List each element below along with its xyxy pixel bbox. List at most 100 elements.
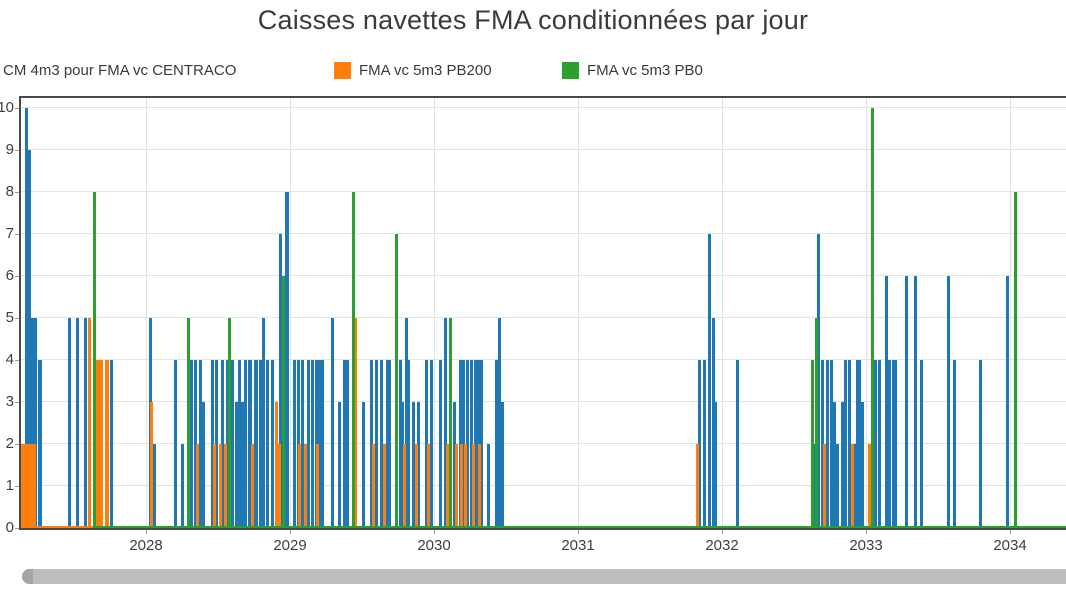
- bar[interactable]: [844, 360, 848, 528]
- bar[interactable]: [345, 360, 349, 528]
- bar[interactable]: [711, 318, 715, 528]
- bar[interactable]: [473, 360, 477, 528]
- bar[interactable]: [247, 360, 252, 528]
- bar[interactable]: [894, 360, 898, 528]
- bar[interactable]: [24, 108, 28, 528]
- bar[interactable]: [476, 360, 480, 528]
- bar[interactable]: [231, 360, 235, 528]
- bar[interactable]: [270, 360, 274, 528]
- bar[interactable]: [88, 318, 92, 528]
- bar[interactable]: [832, 402, 836, 528]
- bar[interactable]: [278, 234, 282, 528]
- bar[interactable]: [186, 318, 190, 528]
- bar[interactable]: [342, 360, 346, 528]
- bar[interactable]: [404, 318, 408, 528]
- bar[interactable]: [427, 444, 431, 528]
- bar[interactable]: [316, 444, 320, 528]
- bar[interactable]: [498, 318, 502, 528]
- bar[interactable]: [494, 360, 498, 528]
- bar[interactable]: [454, 444, 458, 528]
- bar[interactable]: [190, 360, 194, 528]
- bar[interactable]: [430, 360, 434, 528]
- bar[interactable]: [696, 444, 700, 528]
- bar[interactable]: [225, 360, 229, 528]
- bar[interactable]: [398, 360, 402, 528]
- bar[interactable]: [310, 360, 314, 528]
- bar[interactable]: [68, 318, 72, 528]
- bar[interactable]: [1006, 276, 1010, 528]
- bar[interactable]: [400, 402, 404, 528]
- bar[interactable]: [835, 444, 839, 528]
- bar[interactable]: [75, 318, 79, 528]
- bar[interactable]: [887, 360, 891, 528]
- bar[interactable]: [978, 360, 982, 528]
- bar[interactable]: [372, 444, 376, 528]
- bar[interactable]: [446, 444, 450, 528]
- bar[interactable]: [861, 402, 865, 528]
- bar[interactable]: [21, 444, 37, 528]
- bar[interactable]: [218, 444, 222, 528]
- bar[interactable]: [870, 108, 874, 528]
- bar[interactable]: [821, 360, 825, 528]
- bar[interactable]: [213, 444, 217, 528]
- bar[interactable]: [953, 360, 957, 528]
- bar[interactable]: [180, 444, 184, 528]
- bar[interactable]: [407, 360, 411, 528]
- bar[interactable]: [458, 360, 462, 528]
- bar[interactable]: [321, 360, 325, 528]
- bar[interactable]: [810, 360, 814, 528]
- bar[interactable]: [282, 276, 286, 528]
- bar[interactable]: [501, 402, 505, 528]
- bar[interactable]: [296, 360, 300, 528]
- bar[interactable]: [38, 360, 43, 528]
- bar[interactable]: [277, 444, 281, 528]
- legend-item-centraco[interactable]: CM 4m3 pour FMA vc CENTRACO: [3, 60, 236, 80]
- bar[interactable]: [904, 276, 908, 528]
- bar[interactable]: [395, 234, 399, 528]
- bar[interactable]: [707, 234, 711, 528]
- bar[interactable]: [261, 318, 265, 528]
- bar[interactable]: [855, 360, 859, 528]
- bar[interactable]: [338, 402, 342, 528]
- bar[interactable]: [258, 360, 262, 528]
- bar[interactable]: [284, 192, 289, 528]
- bar[interactable]: [301, 360, 305, 528]
- bar[interactable]: [254, 360, 259, 528]
- bar[interactable]: [449, 318, 453, 528]
- bar[interactable]: [318, 360, 322, 528]
- bar[interactable]: [469, 360, 473, 528]
- bar[interactable]: [215, 360, 219, 528]
- bar[interactable]: [464, 444, 468, 528]
- bar[interactable]: [240, 402, 244, 528]
- bar[interactable]: [947, 276, 951, 528]
- bar[interactable]: [361, 402, 365, 528]
- bar[interactable]: [149, 402, 153, 528]
- legend-item-pb200[interactable]: FMA vc 5m3 PB200: [334, 60, 492, 80]
- bar[interactable]: [379, 360, 383, 528]
- bar[interactable]: [351, 192, 355, 528]
- bar[interactable]: [28, 318, 37, 528]
- bar[interactable]: [388, 360, 392, 528]
- bar[interactable]: [201, 402, 205, 528]
- bar[interactable]: [714, 402, 718, 528]
- bar[interactable]: [816, 234, 820, 528]
- bar[interactable]: [823, 444, 827, 528]
- bar[interactable]: [228, 318, 232, 528]
- bar[interactable]: [471, 444, 475, 528]
- bar[interactable]: [698, 360, 702, 528]
- bar[interactable]: [223, 444, 227, 528]
- bar[interactable]: [304, 444, 308, 528]
- bar[interactable]: [354, 318, 358, 528]
- bar[interactable]: [152, 444, 156, 528]
- bar[interactable]: [884, 276, 888, 528]
- bar[interactable]: [174, 360, 178, 528]
- bar[interactable]: [829, 360, 833, 528]
- bar[interactable]: [826, 360, 830, 528]
- bar[interactable]: [412, 402, 416, 528]
- bar[interactable]: [841, 402, 845, 528]
- bar[interactable]: [234, 402, 238, 528]
- bar[interactable]: [306, 360, 310, 528]
- legend-item-pb0[interactable]: FMA vc 5m3 PB0: [562, 60, 703, 80]
- bar[interactable]: [466, 360, 470, 528]
- bar[interactable]: [220, 360, 224, 528]
